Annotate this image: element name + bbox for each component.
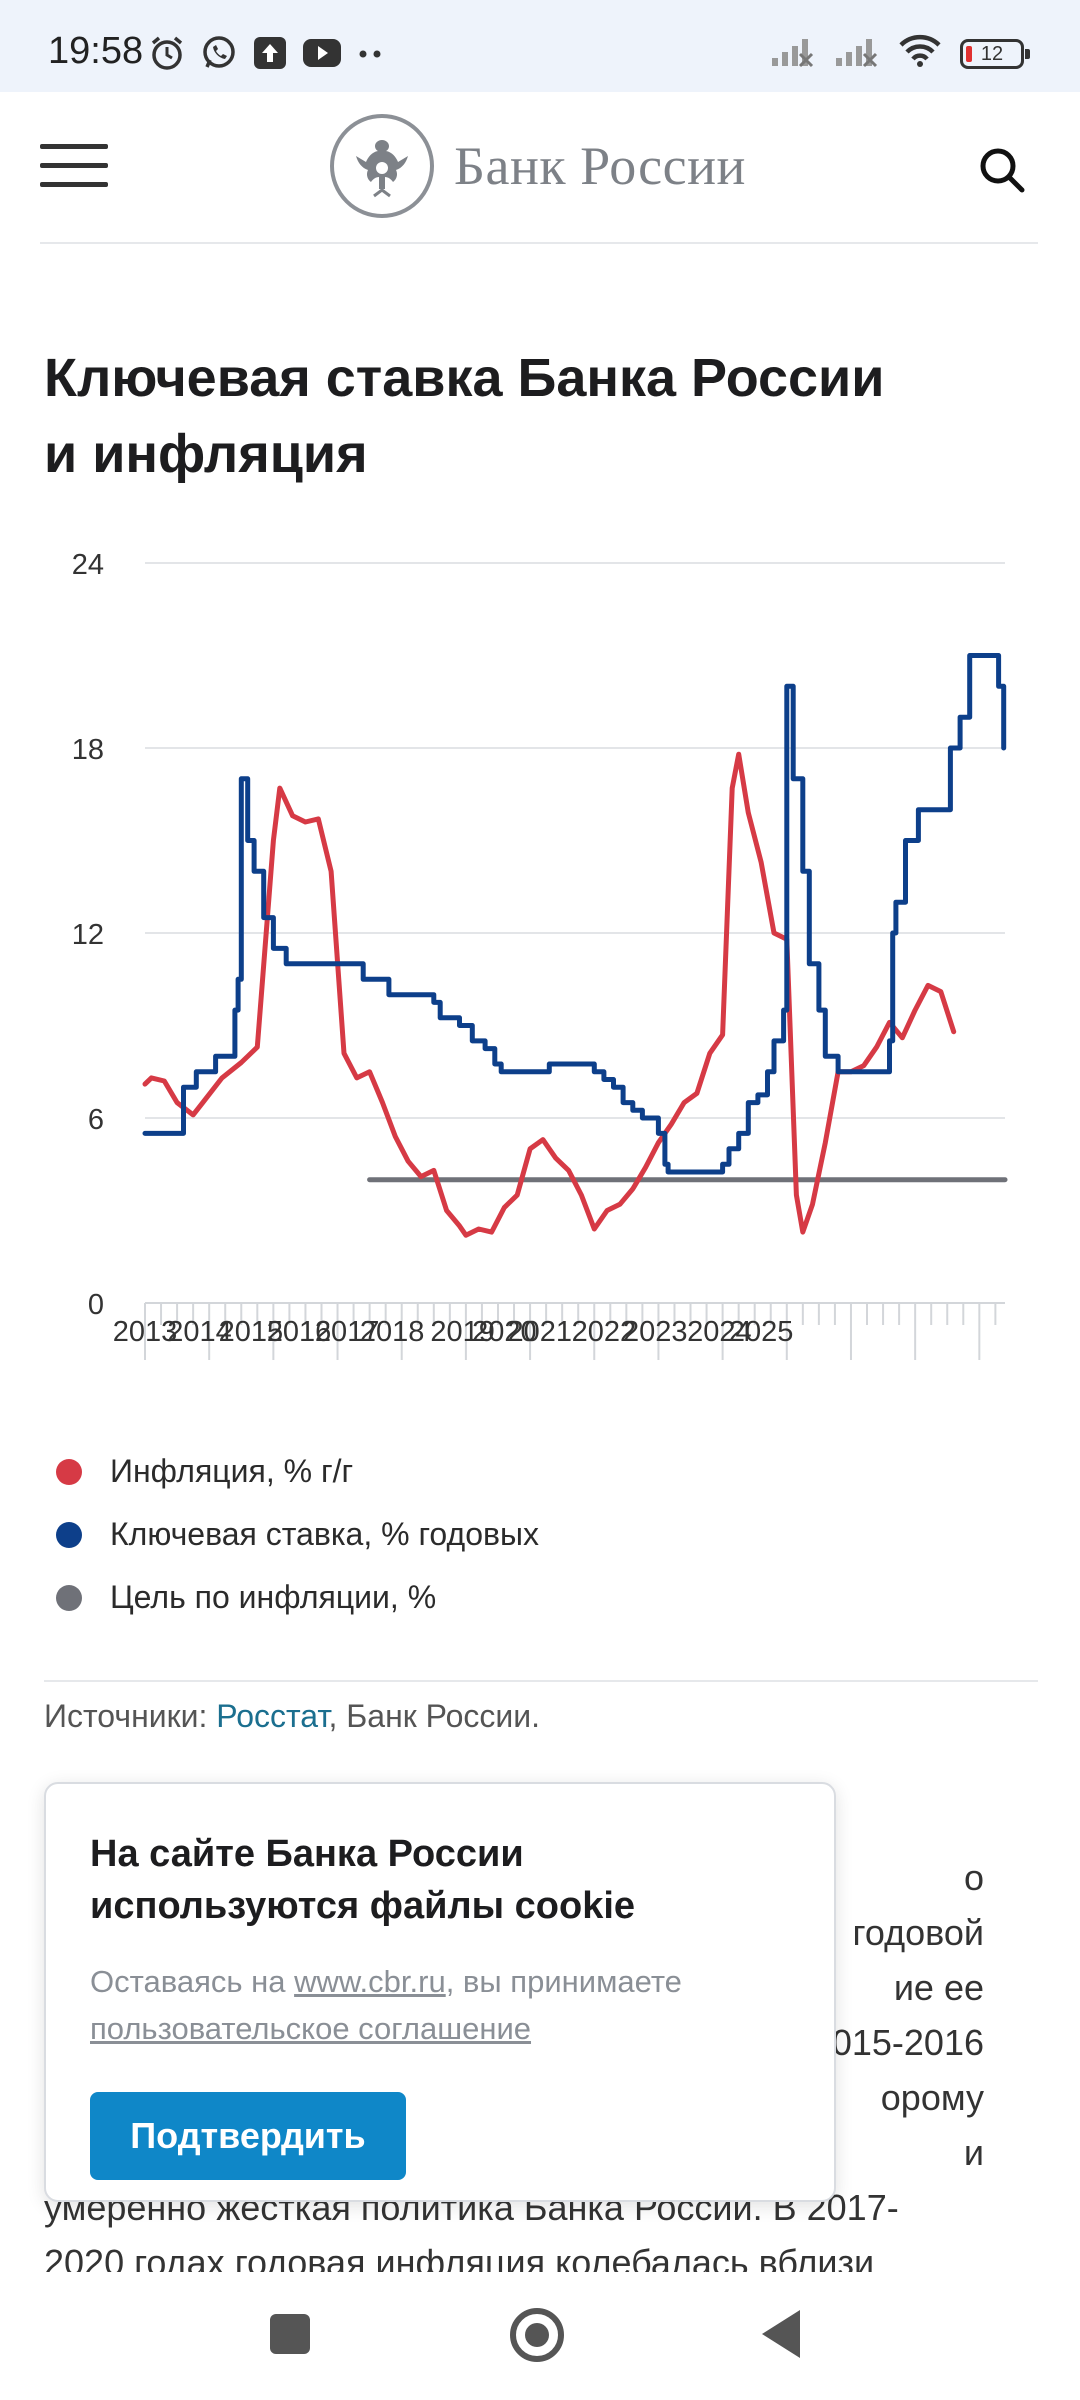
user-agreement-link[interactable]: пользовательское соглашение	[90, 2011, 532, 2046]
sources-divider	[44, 1680, 1038, 1682]
legend-dot	[56, 1584, 82, 1611]
whatsapp-icon	[200, 34, 238, 77]
youtube-icon	[302, 37, 342, 74]
legend-item-inflation[interactable]: Инфляция, % г/г	[56, 1440, 539, 1503]
article-line: и	[963, 2132, 984, 2173]
cookie-text-middle: , вы принимаете	[445, 1964, 682, 1999]
search-icon[interactable]	[976, 144, 1028, 196]
x-tick-label: 2019	[430, 1316, 495, 1348]
system-icons: 12	[770, 34, 1030, 73]
status-bar: 19:58 12	[0, 0, 1080, 92]
legend-dot	[56, 1521, 82, 1548]
article-line: 015-2016	[831, 2022, 984, 2063]
page-title-line1: Ключевая ставка Банка России	[44, 348, 885, 408]
cbr-site-link[interactable]: www.cbr.ru	[294, 1964, 446, 1999]
x-tick-label: 2021	[507, 1316, 572, 1348]
x-tick-label: 2018	[360, 1316, 425, 1348]
cookie-text-prefix: Оставаясь на	[90, 1964, 295, 1999]
x-tick-label: 2024	[687, 1316, 752, 1348]
eagle-emblem-icon	[330, 114, 434, 218]
upload-icon	[252, 35, 288, 76]
x-tick-label: 2016	[267, 1316, 332, 1348]
signal-icon	[834, 34, 880, 73]
x-tick-label: 2015	[219, 1316, 284, 1348]
x-tick-label: 2017	[315, 1316, 380, 1348]
sources-prefix: Источники:	[44, 1698, 217, 1734]
header-divider	[40, 242, 1038, 244]
signal-icon	[770, 34, 816, 73]
article-line: о	[963, 1857, 984, 1898]
cookie-banner: На сайте Банка России используются файлы…	[44, 1782, 836, 2202]
y-tick-label: 12	[72, 919, 104, 951]
logo-text: Банк России	[454, 136, 746, 196]
article-line: годовой	[852, 1912, 984, 1953]
alarm-icon	[148, 34, 186, 77]
page-title-line2: и инфляция	[44, 424, 368, 484]
sources-suffix: , Банк России.	[328, 1698, 541, 1734]
x-tick-label: 2025	[729, 1316, 794, 1348]
cookie-title: На сайте Банка России используются файлы…	[90, 1833, 636, 1927]
more-dots-icon	[356, 47, 386, 65]
legend-item-target[interactable]: Цель по инфляции, %	[56, 1566, 539, 1629]
article-line: ие ее	[893, 1967, 984, 2008]
x-tick-label: 2020	[472, 1316, 537, 1348]
menu-icon[interactable]	[40, 144, 108, 188]
rosstat-link[interactable]: Росстат	[216, 1698, 329, 1734]
y-tick-label: 6	[88, 1104, 104, 1136]
battery-icon: 12	[960, 38, 1030, 69]
key-rate-line	[142, 653, 1007, 1175]
x-tick-label: 2013	[113, 1316, 178, 1348]
legend-label: Цель по инфляции, %	[110, 1579, 437, 1615]
page-title: Ключевая ставка Банка России и инфляция	[44, 340, 1024, 492]
recent-apps-icon[interactable]	[270, 2314, 310, 2354]
chart-legend: Инфляция, % г/г Ключевая ставка, % годов…	[56, 1440, 539, 1629]
home-icon[interactable]	[510, 2308, 564, 2362]
legend-label: Инфляция, % г/г	[110, 1453, 354, 1489]
site-header: Банк России	[0, 92, 1080, 242]
back-icon[interactable]	[762, 2310, 800, 2358]
legend-label: Ключевая ставка, % годовых	[110, 1516, 539, 1552]
inflation-line	[142, 751, 957, 1238]
bank-logo[interactable]: Банк России	[330, 114, 746, 218]
legend-dot	[56, 1458, 82, 1485]
notification-icons	[148, 34, 386, 77]
system-nav-bar	[0, 2272, 1080, 2400]
x-tick-label: 2022	[572, 1316, 637, 1348]
y-tick-label: 18	[72, 734, 104, 766]
status-time: 19:58	[48, 30, 144, 72]
x-tick-label: 2014	[167, 1316, 232, 1348]
article-line: орому	[880, 2077, 984, 2118]
battery-level: 12	[980, 42, 1004, 65]
cookie-text: Оставаясь на www.cbr.ru, вы принимаете п…	[90, 1958, 790, 2052]
sources-line: Источники: Росстат, Банк России.	[44, 1698, 540, 1735]
wifi-icon	[898, 34, 942, 73]
y-tick-label: 0	[88, 1289, 104, 1321]
x-tick-label: 2023	[623, 1316, 688, 1348]
y-tick-label: 24	[72, 549, 104, 581]
confirm-button[interactable]: Подтвердить	[90, 2092, 406, 2180]
legend-item-key-rate[interactable]: Ключевая ставка, % годовых	[56, 1503, 539, 1566]
